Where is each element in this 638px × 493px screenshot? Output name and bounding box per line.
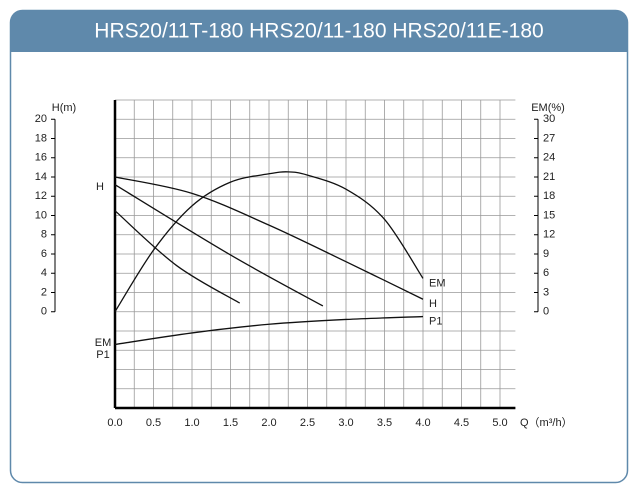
x-tick-label: 3.5	[377, 417, 392, 429]
y-tick-label: 18	[35, 132, 47, 144]
x-tick-label: 4.0	[415, 417, 430, 429]
y-tick-label: 10	[35, 209, 47, 221]
annotation: EM	[95, 337, 112, 349]
y-tick-label: 14	[35, 171, 47, 183]
legend-label: P1	[429, 315, 442, 327]
x-tick-label: 1.5	[223, 417, 238, 429]
header-bar	[10, 10, 628, 52]
legend-label: EM	[429, 277, 446, 289]
y2-tick-label: 27	[543, 132, 555, 144]
annotation: P1	[96, 349, 109, 361]
y2-tick-label: 18	[543, 190, 555, 202]
y2-tick-label: 9	[543, 248, 549, 260]
y2-tick-label: 15	[543, 209, 555, 221]
y-tick-label: 2	[41, 286, 47, 298]
curve	[114, 176, 424, 300]
y2-tick-label: 0	[543, 306, 549, 318]
curve	[114, 184, 324, 307]
y-tick-label: 0	[41, 306, 47, 318]
annotation: H	[96, 181, 104, 193]
y-tick-label: 6	[41, 248, 47, 260]
legend-label: H	[429, 298, 437, 310]
y-tick-label: 12	[35, 190, 47, 202]
y2-axis-title: EM(%)	[531, 102, 565, 114]
chart-title: HRS20/11T-180 HRS20/11-180 HRS20/11E-180	[94, 20, 543, 43]
x-tick-label: 2.5	[300, 417, 315, 429]
curve	[114, 315, 424, 346]
x-tick-label: 0.0	[107, 417, 122, 429]
y2-tick-label: 3	[543, 286, 549, 298]
x-tick-label: 4.5	[454, 417, 469, 429]
x-tick-label: 1.0	[184, 417, 199, 429]
x-tick-label: 0.5	[146, 417, 161, 429]
y2-tick-label: 12	[543, 229, 555, 241]
y-tick-label: 16	[35, 152, 47, 164]
x-tick-label: 2.0	[261, 417, 276, 429]
y-axis-title: H(m)	[52, 102, 76, 114]
curve	[114, 171, 424, 313]
y2-tick-label: 21	[543, 171, 555, 183]
y2-tick-label: 30	[543, 113, 555, 125]
curve	[114, 210, 241, 304]
x-axis-title: Q（m³/h）	[520, 416, 573, 429]
y2-tick-label: 6	[543, 267, 549, 279]
y-tick-label: 4	[41, 267, 47, 279]
y-tick-label: 8	[41, 229, 47, 241]
x-tick-label: 3.0	[338, 417, 353, 429]
frame	[9, 9, 629, 484]
x-tick-label: 5.0	[492, 417, 507, 429]
y-tick-label: 20	[35, 113, 47, 125]
y2-tick-label: 24	[543, 152, 555, 164]
